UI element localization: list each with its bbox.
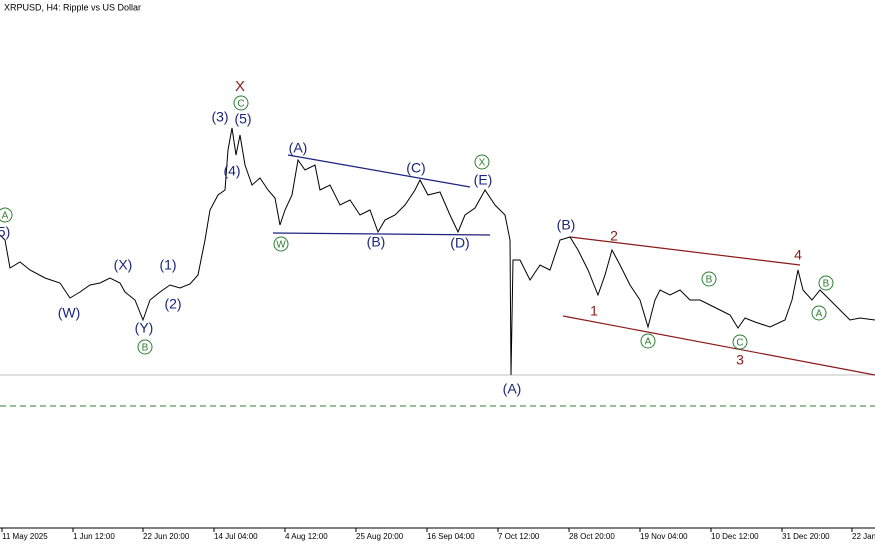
x-tick-label: 16 Sep 04:00 bbox=[427, 532, 475, 541]
wave-label: A bbox=[645, 337, 652, 348]
wave-label: 4 bbox=[794, 247, 802, 263]
wave-label: (E) bbox=[474, 172, 493, 188]
x-tick-label: 10 Dec 12:00 bbox=[711, 532, 759, 541]
wave-circle bbox=[701, 271, 717, 287]
wave-label: B bbox=[823, 279, 830, 290]
wave-circle bbox=[818, 275, 834, 291]
wave-circle bbox=[273, 236, 289, 252]
wave-label: (X) bbox=[114, 257, 133, 273]
wave-label: (4) bbox=[223, 163, 240, 179]
wave-label: 1 bbox=[590, 303, 598, 319]
wave-label: A bbox=[2, 211, 9, 222]
wave-label: (C) bbox=[406, 160, 425, 176]
wave-label: 3 bbox=[736, 352, 744, 368]
wave-label: (5) bbox=[234, 111, 251, 127]
x-tick-label: 22 Jun 20:00 bbox=[143, 532, 190, 541]
wave-circle bbox=[233, 95, 249, 111]
x-tick-label: 25 Aug 20:00 bbox=[356, 532, 404, 541]
wave-label: (B) bbox=[557, 217, 576, 233]
channel-lower bbox=[562, 315, 875, 376]
wave-label: 5) bbox=[0, 224, 10, 240]
wave-label: (Y) bbox=[135, 320, 154, 336]
x-tick-label: 14 Jul 04:00 bbox=[214, 532, 258, 541]
channel-upper bbox=[569, 236, 801, 266]
wave-label: (A) bbox=[503, 381, 522, 397]
x-tick-label: 4 Aug 12:00 bbox=[285, 532, 328, 541]
x-tick-label: 22 Jan bbox=[852, 532, 875, 541]
wave-label: B bbox=[706, 275, 713, 286]
wave-label: (A) bbox=[289, 140, 308, 156]
wave-circle bbox=[137, 339, 153, 355]
wave-circle bbox=[732, 334, 748, 350]
wave-label: (1) bbox=[159, 257, 176, 273]
wave-label: (D) bbox=[450, 235, 469, 251]
x-tick-label: 11 May 2025 bbox=[2, 532, 48, 541]
wave-circle bbox=[640, 333, 656, 349]
wave-label: A bbox=[816, 309, 823, 320]
triangle-lower bbox=[272, 232, 491, 236]
wave-circle bbox=[0, 207, 13, 223]
wave-label: (W) bbox=[58, 305, 81, 321]
wave-label: X bbox=[479, 158, 486, 169]
wave-label: C bbox=[736, 338, 743, 349]
wave-label: 2 bbox=[610, 228, 618, 244]
wave-label: (3) bbox=[211, 109, 228, 125]
chart-title: XRPUSD, H4: Ripple vs US Dollar bbox=[4, 2, 141, 12]
x-tick-label: 19 Nov 04:00 bbox=[640, 532, 688, 541]
x-tick-label: 31 Dec 20:00 bbox=[782, 532, 830, 541]
wave-label: C bbox=[237, 99, 244, 110]
wave-circle bbox=[811, 305, 827, 321]
wave-label: X bbox=[235, 78, 245, 95]
price-line bbox=[0, 127, 875, 376]
wave-label: (B) bbox=[367, 234, 386, 250]
x-tick-label: 7 Oct 12:00 bbox=[498, 532, 540, 541]
triangle-upper bbox=[287, 154, 471, 188]
wave-label: B bbox=[142, 343, 149, 354]
wave-label: (2) bbox=[164, 296, 181, 312]
x-tick-label: 1 Jun 12:00 bbox=[73, 532, 115, 541]
wave-circle bbox=[474, 154, 490, 170]
wave-label: W bbox=[276, 240, 286, 251]
x-tick-label: 28 Oct 20:00 bbox=[569, 532, 615, 541]
